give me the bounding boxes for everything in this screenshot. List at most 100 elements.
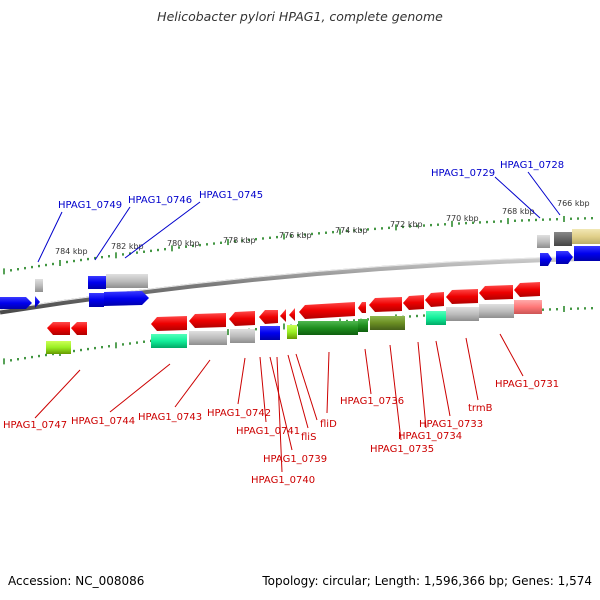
leader-line bbox=[276, 356, 283, 473]
gene-box[interactable] bbox=[370, 316, 405, 330]
gene-arrow[interactable] bbox=[446, 289, 478, 304]
kbp-label: 772 kbp bbox=[390, 220, 423, 229]
gene-arrow[interactable] bbox=[280, 309, 286, 322]
leader-line bbox=[435, 340, 451, 417]
gene-arrow[interactable] bbox=[479, 285, 513, 300]
gene-arrow[interactable] bbox=[47, 322, 70, 335]
gene-box[interactable] bbox=[106, 274, 148, 288]
gene-box[interactable] bbox=[298, 321, 358, 335]
kbp-label: 770 kbp bbox=[446, 214, 479, 223]
gene-arrow[interactable] bbox=[358, 302, 366, 313]
gene-label[interactable]: HPAG1_0749 bbox=[58, 200, 122, 211]
leader-line bbox=[237, 357, 246, 405]
gene-label[interactable]: HPAG1_0744 bbox=[71, 416, 135, 427]
gene-label[interactable]: trmB bbox=[468, 403, 493, 414]
gene-label[interactable]: HPAG1_0735 bbox=[370, 444, 434, 455]
gene-label[interactable]: HPAG1_0736 bbox=[340, 396, 404, 407]
kbp-labels: 784 kbp 782 kbp 780 kbp 778 kbp 776 kbp … bbox=[55, 199, 590, 256]
top-gene-labels: HPAG1_0749 HPAG1_0746 HPAG1_0745 HPAG1_0… bbox=[58, 160, 564, 211]
reverse-strand-features bbox=[46, 282, 542, 354]
forward-strand-features bbox=[0, 229, 600, 309]
gene-arrow[interactable] bbox=[556, 251, 573, 264]
gene-label[interactable]: HPAG1_0731 bbox=[495, 379, 559, 390]
leader-line bbox=[465, 337, 479, 401]
gene-box[interactable] bbox=[554, 232, 572, 246]
leader-line bbox=[287, 354, 309, 429]
gene-arrow[interactable] bbox=[71, 322, 87, 335]
gene-arrow[interactable] bbox=[425, 292, 444, 307]
kbp-label: 774 kbp bbox=[335, 226, 368, 235]
gene-label[interactable]: HPAG1_0739 bbox=[263, 454, 327, 465]
gene-arrow[interactable] bbox=[35, 296, 40, 308]
gene-box[interactable] bbox=[572, 229, 600, 244]
gene-arrow[interactable] bbox=[104, 291, 149, 306]
leader-line bbox=[124, 201, 201, 259]
gene-arrow[interactable] bbox=[514, 282, 540, 297]
gene-box[interactable] bbox=[35, 279, 43, 292]
gene-box[interactable] bbox=[537, 235, 550, 248]
gene-box[interactable] bbox=[46, 341, 71, 354]
gene-label[interactable]: HPAG1_0741 bbox=[236, 426, 300, 437]
gene-label[interactable]: HPAG1_0729 bbox=[431, 168, 495, 179]
gene-box[interactable] bbox=[514, 300, 542, 314]
gene-label[interactable]: fliD bbox=[320, 419, 337, 430]
gene-label[interactable]: HPAG1_0746 bbox=[128, 195, 192, 206]
gene-label[interactable]: HPAG1_0745 bbox=[199, 190, 263, 201]
top-leader-lines bbox=[37, 171, 561, 263]
gene-arrow[interactable] bbox=[189, 313, 226, 328]
kbp-label: 766 kbp bbox=[557, 199, 590, 208]
gene-label[interactable]: HPAG1_0734 bbox=[398, 431, 462, 442]
gene-label[interactable]: HPAG1_0740 bbox=[251, 475, 315, 486]
gene-arrow[interactable] bbox=[151, 316, 187, 331]
genome-backbone bbox=[0, 255, 600, 315]
gene-arrow[interactable] bbox=[540, 253, 552, 266]
gene-label[interactable]: HPAG1_0742 bbox=[207, 408, 271, 419]
gene-box[interactable] bbox=[426, 311, 446, 325]
gene-arrow[interactable] bbox=[369, 297, 402, 312]
gene-arrow[interactable] bbox=[259, 310, 278, 324]
gene-arrow[interactable] bbox=[289, 308, 295, 321]
gene-arrow[interactable] bbox=[229, 311, 255, 326]
kbp-label: 784 kbp bbox=[55, 247, 88, 256]
leader-line bbox=[34, 369, 81, 419]
gene-box[interactable] bbox=[574, 246, 600, 261]
gene-box[interactable] bbox=[260, 326, 280, 340]
gene-label[interactable]: fliS bbox=[301, 432, 316, 443]
leader-line bbox=[269, 356, 293, 451]
leader-line bbox=[389, 344, 402, 441]
gene-arrow[interactable] bbox=[89, 293, 104, 307]
leader-line bbox=[417, 341, 427, 429]
gene-box[interactable] bbox=[446, 307, 479, 321]
genome-info-text: Topology: circular; Length: 1,596,366 bp… bbox=[262, 574, 592, 588]
gene-box[interactable] bbox=[287, 325, 297, 339]
gene-box[interactable] bbox=[151, 334, 187, 348]
leader-line bbox=[94, 206, 131, 261]
gene-arrow[interactable] bbox=[0, 297, 32, 309]
leader-line bbox=[37, 211, 63, 263]
genome-backbone-highlight bbox=[0, 255, 600, 311]
bottom-gene-labels: HPAG1_0747 HPAG1_0744 HPAG1_0743 HPAG1_0… bbox=[3, 379, 559, 486]
gene-box[interactable] bbox=[479, 304, 514, 318]
gene-box[interactable] bbox=[88, 276, 106, 289]
leader-line bbox=[259, 356, 267, 423]
bottom-leader-lines bbox=[34, 333, 524, 473]
gene-label[interactable]: HPAG1_0728 bbox=[500, 160, 564, 171]
gene-arrow[interactable] bbox=[403, 295, 424, 310]
kbp-label: 780 kbp bbox=[167, 239, 200, 248]
gene-label[interactable]: HPAG1_0747 bbox=[3, 420, 67, 431]
gene-arrow[interactable] bbox=[299, 302, 355, 319]
accession-text: Accession: NC_008086 bbox=[8, 574, 145, 588]
leader-line bbox=[174, 359, 211, 408]
leader-line bbox=[326, 351, 330, 414]
gene-label[interactable]: HPAG1_0733 bbox=[419, 419, 483, 430]
leader-line bbox=[295, 353, 318, 421]
gene-box[interactable] bbox=[230, 329, 255, 343]
gene-box[interactable] bbox=[189, 331, 227, 345]
leader-line bbox=[527, 171, 561, 216]
gene-box[interactable] bbox=[358, 319, 368, 332]
upper-tick-track bbox=[3, 215, 593, 275]
leader-line bbox=[494, 176, 541, 219]
gene-label[interactable]: HPAG1_0743 bbox=[138, 412, 202, 423]
leader-line bbox=[499, 333, 524, 377]
